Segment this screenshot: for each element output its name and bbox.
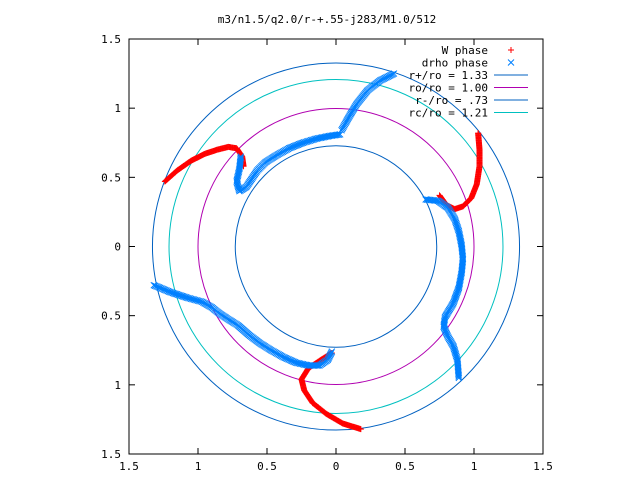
data-point: [436, 192, 443, 199]
data-point: [455, 371, 462, 379]
data-point: [390, 70, 398, 77]
data-point: [455, 374, 463, 382]
y-tick-label: 1.5: [101, 33, 121, 46]
y-tick-label: 0: [114, 241, 121, 254]
series-0: [161, 130, 483, 433]
y-tick-label: 1: [114, 379, 121, 392]
y-tick-label: 1.5: [101, 448, 121, 461]
x-tick-label: 1.5: [533, 460, 553, 473]
plot-area: [150, 62, 521, 433]
circle-3: [168, 79, 504, 414]
x-tick-label: 0.5: [257, 460, 277, 473]
legend-marker: [507, 59, 515, 66]
data-point: [432, 197, 439, 204]
legend-label: ro/ro = 1.00: [409, 82, 488, 95]
data-point: [336, 131, 344, 138]
circle-1: [197, 108, 475, 385]
y-tick-label: 0.5: [101, 310, 121, 323]
x-tick-label: 1: [195, 460, 202, 473]
x-tick-label: 0.5: [395, 460, 415, 473]
legend-marker: [508, 47, 514, 53]
chart-title: m3/n1.5/q2.0/r-+.55-j283/M1.0/512: [218, 13, 437, 26]
x-tick-label: 1.5: [119, 460, 139, 473]
legend-label: drho phase: [422, 57, 488, 70]
data-point: [328, 348, 336, 355]
x-tick-label: 1: [471, 460, 478, 473]
data-point: [455, 373, 463, 380]
legend-label: W phase: [442, 44, 488, 57]
data-point: [335, 131, 343, 139]
legend-label: r-/ro = .73: [415, 94, 488, 107]
circle-2: [234, 145, 438, 348]
x-tick-label: 0: [333, 460, 340, 473]
legend-label: rc/ro = 1.21: [409, 107, 488, 120]
y-tick-label: 0.5: [101, 171, 121, 184]
circle-0: [151, 62, 521, 431]
data-point: [455, 281, 463, 289]
series-1: [150, 70, 467, 382]
y-tick-label: 1: [114, 102, 121, 115]
axes: 1.5 1 0.5 0 0.5 1 1.51.510.500.511.5: [101, 33, 553, 473]
legend-label: r+/ro = 1.33: [409, 69, 488, 82]
data-point: [313, 362, 321, 369]
